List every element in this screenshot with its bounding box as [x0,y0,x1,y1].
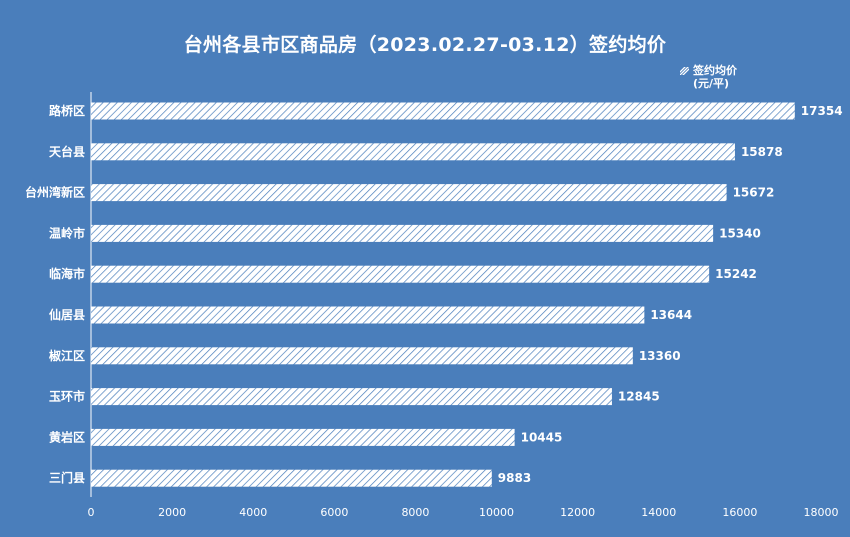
value-label: 15878 [741,145,783,159]
x-tick-label: 6000 [320,506,348,519]
category-label: 临海市 [49,266,85,281]
value-label: 17354 [801,104,843,118]
bar [91,184,727,202]
category-label: 台州湾新区 [25,185,85,200]
category-label: 仙居县 [49,307,85,322]
bar [91,224,714,242]
x-tick-label: 0 [88,506,95,519]
x-tick-label: 2000 [158,506,186,519]
chart-title: 台州各县市区商品房（2023.02.27-03.12）签约均价 [183,34,667,56]
x-tick-label: 14000 [641,506,676,519]
x-tick-label: 8000 [401,506,429,519]
bar [91,469,492,487]
category-label: 三门县 [49,470,85,485]
category-label: 路桥区 [49,103,85,118]
category-label: 温岭市 [49,225,85,240]
x-tick-label: 16000 [722,506,757,519]
value-label: 10445 [521,430,563,444]
bar [91,306,645,324]
value-label: 13644 [650,308,692,322]
legend-unit: (元/平) [693,77,730,90]
legend: 签约均价 (元/平) [675,64,737,90]
category-label: 天台县 [49,144,85,159]
x-tick-label: 12000 [560,506,595,519]
category-label: 椒江区 [49,348,85,363]
axis: 0 2000 4000 6000 8000 10000 12000 14000 16000 180… [88,92,839,519]
value-label: 9883 [498,471,531,485]
bar [91,102,795,120]
value-label: 13360 [639,349,681,363]
legend-label: 签约均价 [693,64,737,77]
bars: 路桥区 17354 天台县 15878 台州湾新区 15672 温岭市 15340 临海市 152… [25,102,843,487]
bar [91,143,735,161]
bar [91,265,710,283]
x-tick-label: 10000 [479,506,514,519]
x-tick-label: 4000 [239,506,267,519]
category-label: 玉环市 [49,389,85,404]
x-tick-label: 18000 [804,506,839,519]
category-label: 黄岩区 [49,429,85,444]
bar [91,347,633,365]
value-label: 15242 [715,267,757,281]
value-label: 15340 [719,226,761,240]
value-label: 15672 [733,186,775,200]
bar [91,428,515,446]
bar [91,388,612,406]
value-label: 12845 [618,390,660,404]
